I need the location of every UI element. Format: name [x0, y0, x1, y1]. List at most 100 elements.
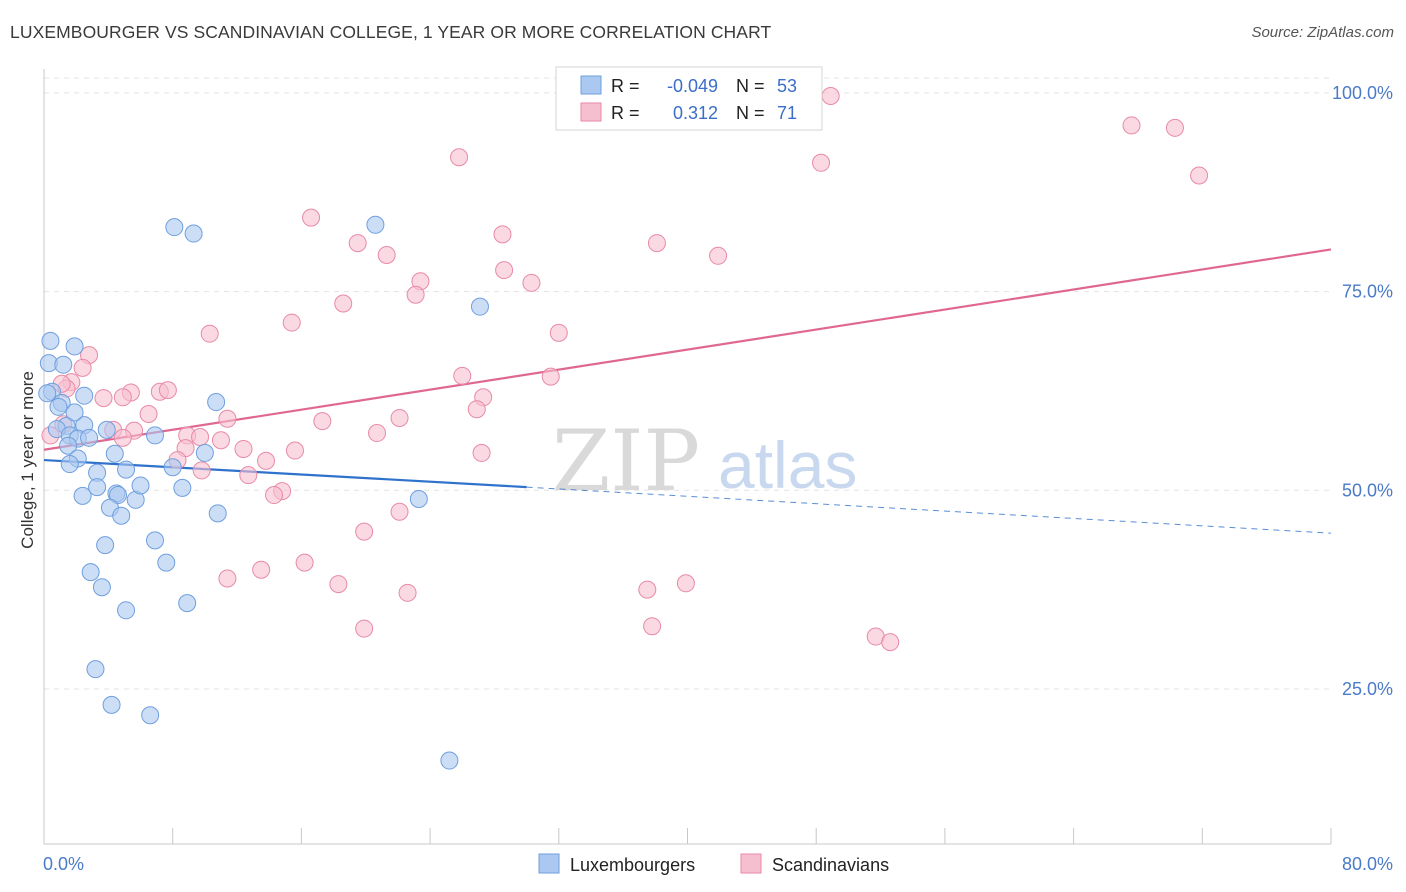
- luxembourger-point[interactable]: [59, 436, 78, 455]
- scandinavian-point[interactable]: [334, 294, 353, 313]
- scandinavian-point[interactable]: [348, 234, 367, 253]
- scandinavian-point[interactable]: [218, 409, 237, 428]
- scandinavian-point[interactable]: [252, 560, 271, 579]
- scandinavian-point[interactable]: [265, 486, 284, 505]
- scandinavian-point[interactable]: [368, 424, 387, 443]
- luxembourger-point[interactable]: [92, 578, 111, 597]
- luxembourger-point[interactable]: [65, 403, 84, 422]
- lux-r-label: R =: [611, 76, 640, 96]
- luxembourger-point[interactable]: [207, 393, 226, 412]
- luxembourger-point[interactable]: [109, 486, 128, 505]
- luxembourger-point[interactable]: [409, 490, 428, 509]
- scandinavian-point[interactable]: [638, 580, 657, 599]
- scandinavian-point[interactable]: [709, 246, 728, 265]
- luxembourger-point[interactable]: [38, 384, 57, 403]
- scandinavian-point[interactable]: [113, 388, 132, 407]
- scandinavian-point[interactable]: [139, 404, 158, 423]
- luxembourger-point[interactable]: [75, 386, 94, 405]
- scandinavian-point[interactable]: [881, 633, 900, 652]
- luxembourger-point[interactable]: [73, 486, 92, 505]
- scandinavian-point[interactable]: [450, 148, 469, 167]
- scandinavian-point[interactable]: [377, 246, 396, 264]
- scandinavian-point[interactable]: [295, 553, 314, 572]
- scandinavian-point[interactable]: [94, 389, 113, 408]
- luxembourger-point[interactable]: [112, 506, 131, 525]
- scandinavian-point[interactable]: [285, 441, 304, 460]
- scandinavian-point[interactable]: [453, 366, 472, 385]
- luxembourger-point[interactable]: [102, 695, 121, 714]
- luxembourger-point[interactable]: [141, 706, 160, 725]
- scandinavian-point[interactable]: [549, 323, 568, 342]
- luxembourger-point[interactable]: [165, 218, 184, 237]
- scandinavian-point[interactable]: [643, 617, 662, 636]
- luxembourger-point[interactable]: [60, 455, 79, 474]
- scandinavian-point[interactable]: [113, 428, 132, 447]
- luxembourger-point[interactable]: [208, 504, 227, 523]
- luxembourger-point[interactable]: [54, 355, 73, 374]
- scandinavian-point[interactable]: [406, 285, 425, 304]
- luxembourger-point[interactable]: [470, 297, 489, 316]
- luxembourger-point[interactable]: [86, 660, 105, 679]
- scandinavian-point[interactable]: [390, 502, 409, 521]
- scandinavian-point[interactable]: [282, 313, 301, 332]
- scandinavian-point[interactable]: [812, 153, 831, 172]
- scandinavian-point[interactable]: [1190, 166, 1209, 185]
- scandinavian-point[interactable]: [355, 522, 374, 541]
- luxembourger-point[interactable]: [80, 428, 99, 447]
- scandinavian-point[interactable]: [257, 451, 276, 470]
- scandinavian-point[interactable]: [398, 583, 417, 602]
- scandinavian-point[interactable]: [467, 400, 486, 419]
- scandinavian-point[interactable]: [493, 225, 512, 244]
- luxembourger-point[interactable]: [157, 553, 176, 572]
- luxembourger-point[interactable]: [163, 458, 182, 477]
- luxembourger-point[interactable]: [117, 460, 136, 479]
- scandinavian-point[interactable]: [495, 261, 514, 280]
- scandinavian-point[interactable]: [821, 87, 840, 106]
- luxembourger-point[interactable]: [440, 751, 459, 770]
- scandinavian-point[interactable]: [234, 439, 253, 458]
- luxembourger-point[interactable]: [41, 331, 60, 350]
- scandinavian-point[interactable]: [218, 569, 237, 588]
- scandinavian-point[interactable]: [472, 443, 491, 462]
- scandinavian-point[interactable]: [1122, 116, 1141, 135]
- luxembourger-point[interactable]: [173, 478, 192, 497]
- scandinavian-point[interactable]: [211, 431, 230, 450]
- luxembourger-point[interactable]: [366, 215, 385, 234]
- scandinavian-point[interactable]: [541, 367, 560, 386]
- scandinavian-point[interactable]: [676, 574, 695, 593]
- luxembourger-point[interactable]: [146, 531, 165, 550]
- scandinavian-point[interactable]: [73, 358, 92, 377]
- scandinavian-point[interactable]: [1165, 118, 1184, 137]
- data-points[interactable]: [38, 87, 1209, 770]
- luxembourger-point[interactable]: [184, 224, 203, 243]
- luxembourger-point[interactable]: [88, 478, 107, 497]
- scandinavian-point[interactable]: [355, 619, 374, 638]
- luxembourger-point[interactable]: [105, 444, 124, 463]
- luxembourger-point[interactable]: [178, 594, 197, 613]
- luxembourger-point[interactable]: [195, 443, 214, 462]
- scandinavian-point[interactable]: [191, 428, 210, 447]
- luxembourger-point[interactable]: [117, 601, 136, 620]
- scandinavian-point[interactable]: [390, 408, 409, 427]
- chart-title: LUXEMBOURGER VS SCANDINAVIAN COLLEGE, 1 …: [10, 22, 772, 42]
- luxembourger-point[interactable]: [81, 563, 100, 582]
- legend-swatch-luxembourgers: [538, 853, 560, 874]
- scandinavian-point[interactable]: [302, 208, 321, 227]
- luxembourger-point[interactable]: [49, 397, 68, 416]
- scandinavian-point[interactable]: [200, 324, 219, 343]
- scan-r-value: 0.312: [673, 103, 718, 123]
- axes: [43, 69, 1332, 845]
- luxembourger-point[interactable]: [131, 476, 150, 495]
- scandinavian-point[interactable]: [647, 234, 666, 253]
- scandinavian-point[interactable]: [158, 381, 177, 400]
- luxembourger-point[interactable]: [146, 426, 165, 445]
- scandinavian-point[interactable]: [313, 412, 332, 431]
- scandinavian-point[interactable]: [329, 575, 348, 594]
- luxembourger-point[interactable]: [97, 420, 116, 439]
- luxembourger-point[interactable]: [65, 337, 84, 356]
- scandinavian-point[interactable]: [192, 461, 211, 480]
- scandinavian-point[interactable]: [239, 466, 258, 485]
- luxembourger-point[interactable]: [96, 536, 115, 555]
- scandinavian-point[interactable]: [522, 273, 541, 292]
